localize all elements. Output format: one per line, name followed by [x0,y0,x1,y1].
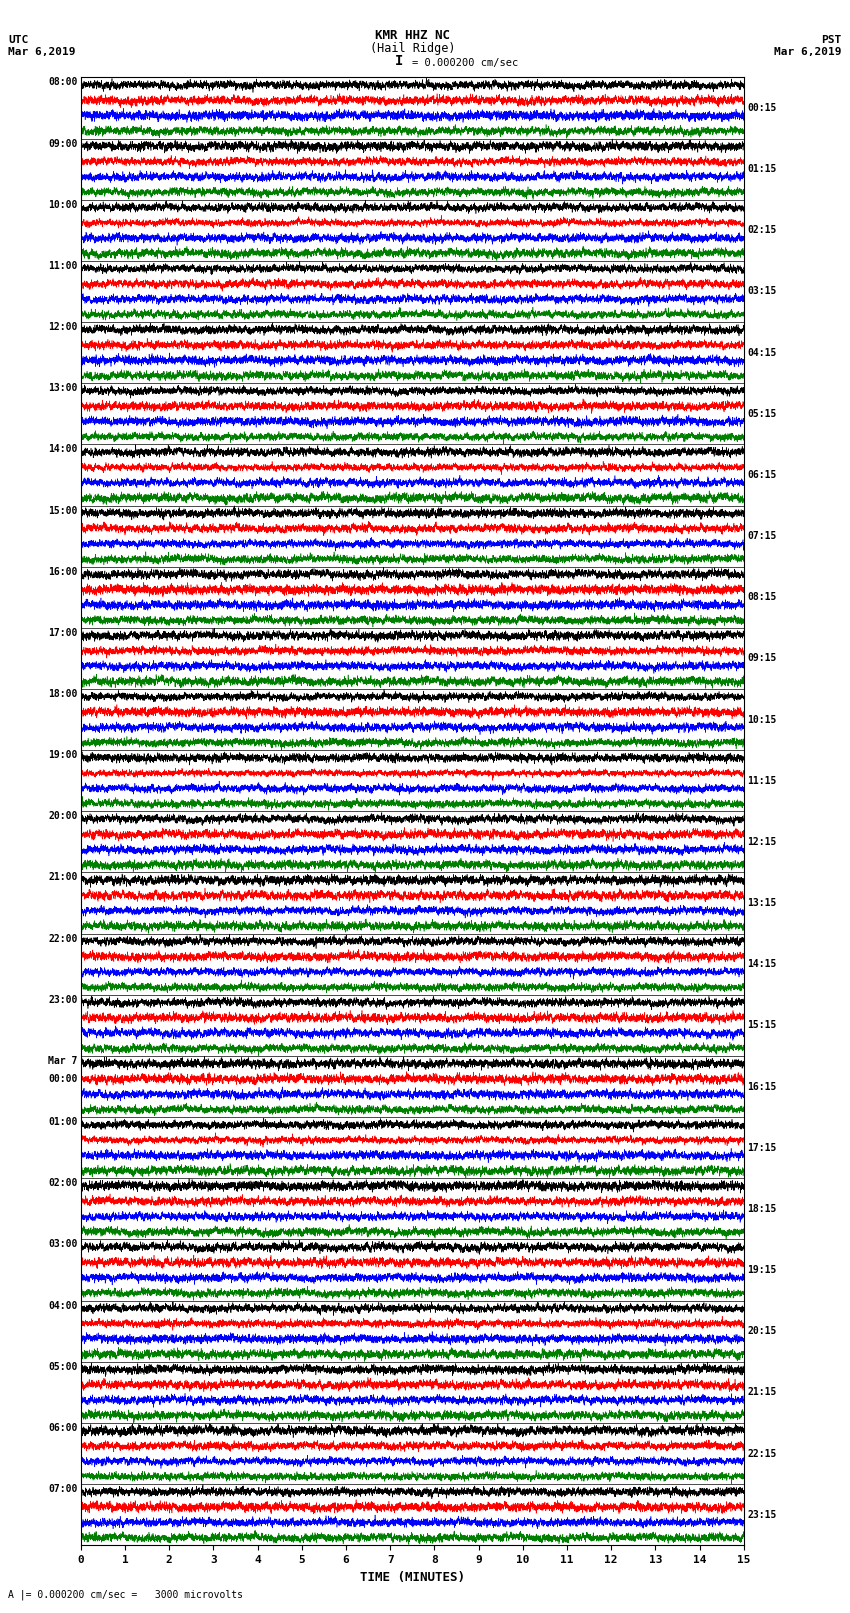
Text: 18:15: 18:15 [747,1203,776,1215]
Text: 02:00: 02:00 [48,1177,77,1189]
Text: 19:15: 19:15 [747,1265,776,1274]
Text: A |= 0.000200 cm/sec =   3000 microvolts: A |= 0.000200 cm/sec = 3000 microvolts [8,1589,243,1600]
Text: 07:00: 07:00 [48,1484,77,1494]
Text: 12:00: 12:00 [48,323,77,332]
Text: 01:15: 01:15 [747,165,776,174]
Text: 17:00: 17:00 [48,627,77,637]
Text: 20:00: 20:00 [48,811,77,821]
Text: = 0.000200 cm/sec: = 0.000200 cm/sec [412,58,518,68]
Text: 06:00: 06:00 [48,1423,77,1432]
Text: 15:15: 15:15 [747,1021,776,1031]
Text: Mar 6,2019: Mar 6,2019 [8,47,76,56]
Text: 13:00: 13:00 [48,384,77,394]
Text: 05:15: 05:15 [747,408,776,419]
Text: 07:15: 07:15 [747,531,776,540]
Text: Mar 6,2019: Mar 6,2019 [774,47,842,56]
Text: 10:00: 10:00 [48,200,77,210]
Text: 14:15: 14:15 [747,960,776,969]
Text: I: I [395,53,404,68]
Text: 14:00: 14:00 [48,444,77,455]
Text: KMR HHZ NC: KMR HHZ NC [375,29,450,42]
Text: 09:00: 09:00 [48,139,77,148]
Text: 13:15: 13:15 [747,898,776,908]
Text: 04:00: 04:00 [48,1300,77,1311]
Text: 08:15: 08:15 [747,592,776,602]
Text: 16:00: 16:00 [48,566,77,577]
Text: 10:15: 10:15 [747,715,776,724]
Text: 08:00: 08:00 [48,77,77,87]
Text: 03:15: 03:15 [747,287,776,297]
Text: 00:15: 00:15 [747,103,776,113]
Text: 00:00: 00:00 [48,1074,77,1084]
Text: Mar 7: Mar 7 [48,1057,77,1066]
Text: 02:15: 02:15 [747,226,776,235]
Text: 18:00: 18:00 [48,689,77,698]
Text: 22:00: 22:00 [48,934,77,944]
Text: 04:15: 04:15 [747,348,776,358]
Text: PST: PST [821,35,842,45]
Text: 11:15: 11:15 [747,776,776,786]
Text: (Hail Ridge): (Hail Ridge) [370,42,455,55]
Text: 03:00: 03:00 [48,1239,77,1250]
Text: 12:15: 12:15 [747,837,776,847]
Text: 06:15: 06:15 [747,469,776,481]
Text: 15:00: 15:00 [48,505,77,516]
Text: 22:15: 22:15 [747,1448,776,1458]
Text: 23:15: 23:15 [747,1510,776,1519]
Text: 16:15: 16:15 [747,1082,776,1092]
Text: 01:00: 01:00 [48,1118,77,1127]
X-axis label: TIME (MINUTES): TIME (MINUTES) [360,1571,465,1584]
Text: 23:00: 23:00 [48,995,77,1005]
Text: 09:15: 09:15 [747,653,776,663]
Text: 21:15: 21:15 [747,1387,776,1397]
Text: 11:00: 11:00 [48,261,77,271]
Text: 05:00: 05:00 [48,1361,77,1371]
Text: 20:15: 20:15 [747,1326,776,1336]
Text: 21:00: 21:00 [48,873,77,882]
Text: UTC: UTC [8,35,29,45]
Text: 19:00: 19:00 [48,750,77,760]
Text: 17:15: 17:15 [747,1142,776,1153]
